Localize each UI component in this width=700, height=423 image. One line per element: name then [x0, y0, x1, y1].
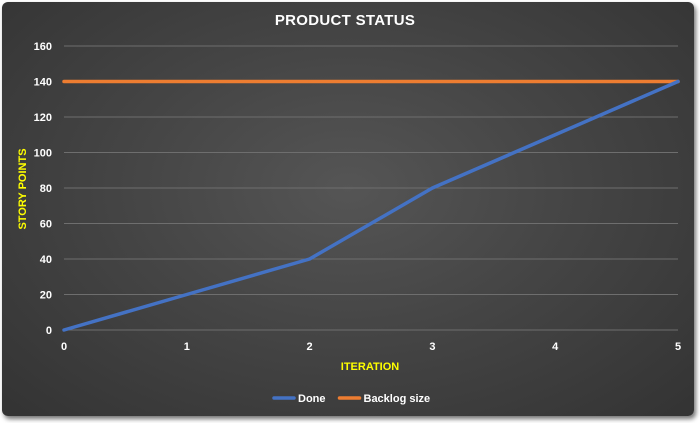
legend-label-done: Done: [298, 393, 326, 405]
data-point-backlog-size: [308, 80, 312, 83]
data-point-backlog-size: [430, 80, 434, 83]
x-tick-label: 3: [429, 341, 435, 353]
y-tick-label: 100: [34, 148, 52, 160]
y-tick-labels: 0 20 40 60 80 100 120 140 160: [34, 41, 52, 337]
data-point-backlog-size: [553, 80, 557, 83]
y-tick-label: 80: [40, 183, 52, 195]
x-tick-labels: 0 1 2 3 4 5: [61, 341, 681, 353]
chart-frame: PRODUCT STATUS 0 20 40 60 80 100 120 140 160 0 1 2…: [2, 2, 694, 416]
x-tick-label: 1: [184, 341, 190, 353]
grid-layer: [64, 45, 678, 331]
x-tick-label: 4: [552, 341, 559, 353]
y-tick-label: 160: [34, 41, 52, 53]
series-line-done: [62, 79, 680, 332]
y-tick-label: 60: [40, 219, 52, 231]
x-tick-label: 0: [61, 341, 67, 353]
series-layer: [62, 79, 680, 332]
x-tick-label: 5: [675, 341, 681, 353]
data-point-done: [676, 80, 680, 83]
data-point-done: [553, 133, 557, 137]
x-tick-label: 2: [307, 341, 313, 353]
data-point-done: [308, 257, 312, 261]
legend-label-backlog-size: Backlog size: [364, 393, 431, 405]
y-tick-label: 0: [46, 325, 52, 337]
y-tick-label: 20: [40, 290, 52, 302]
y-tick-label: 140: [34, 77, 52, 89]
data-point-done: [430, 186, 434, 190]
data-point-done: [62, 328, 66, 332]
data-point-backlog-size: [62, 80, 66, 83]
chart-canvas: PRODUCT STATUS 0 20 40 60 80 100 120 140 160 0 1 2…: [17, 12, 681, 405]
x-axis-label: ITERATION: [341, 361, 400, 373]
data-point-done: [185, 293, 189, 296]
data-point-backlog-size: [185, 80, 189, 83]
chart-title: PRODUCT STATUS: [275, 12, 415, 29]
y-axis-label: STORY POINTS: [17, 148, 29, 229]
legend: Done Backlog size: [272, 393, 431, 405]
y-tick-label: 120: [34, 112, 52, 124]
y-tick-label: 40: [40, 254, 52, 266]
